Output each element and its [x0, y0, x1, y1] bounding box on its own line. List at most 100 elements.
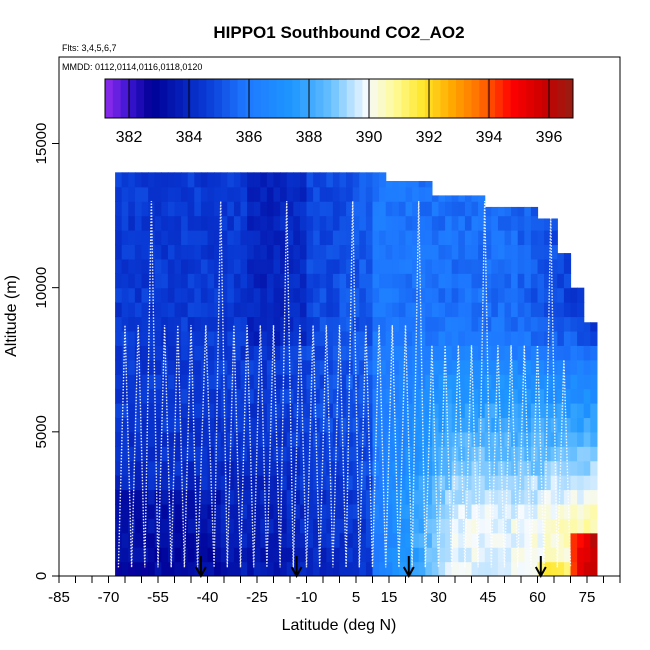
co2-cell [227, 374, 235, 390]
co2-cell [412, 186, 420, 202]
co2-cell [247, 316, 255, 332]
co2-cell [412, 403, 420, 419]
co2-cell [161, 532, 169, 548]
co2-cell [286, 446, 294, 462]
x-tick-label: -55 [147, 589, 169, 606]
co2-cell [266, 201, 275, 217]
co2-cell [306, 547, 314, 563]
co2-cell [517, 302, 525, 318]
co2-cell [511, 316, 519, 332]
co2-cell [497, 215, 506, 231]
co2-cell [537, 417, 545, 433]
co2-cell [451, 532, 459, 548]
co2-cell [425, 403, 433, 419]
co2-cell [286, 345, 294, 361]
co2-cell [550, 316, 558, 332]
co2-cell [372, 503, 380, 519]
co2-cell [154, 489, 162, 505]
co2-cell [359, 374, 367, 390]
colorbar-cell [307, 79, 317, 118]
co2-cell [471, 388, 479, 404]
co2-cell [194, 503, 202, 519]
co2-cell [128, 287, 136, 303]
co2-cell [524, 431, 532, 447]
co2-cell [504, 532, 512, 548]
co2-cell [326, 489, 334, 505]
co2-cell [207, 345, 215, 361]
co2-cell [385, 475, 393, 491]
co2-cell [253, 244, 261, 260]
co2-cell [577, 518, 585, 534]
co2-cell [286, 201, 294, 217]
co2-cell [385, 388, 393, 404]
co2-cell [200, 489, 209, 505]
co2-cell [359, 330, 367, 346]
co2-cell [339, 475, 347, 491]
co2-cell [504, 403, 512, 419]
co2-cell [247, 215, 255, 231]
co2-cell [148, 316, 156, 332]
co2-cell [537, 475, 545, 491]
co2-cell [154, 518, 162, 534]
co2-cell [260, 258, 268, 274]
co2-cell [491, 359, 499, 375]
co2-cell [385, 518, 393, 534]
co2-cell [458, 460, 466, 476]
co2-cell [491, 547, 499, 563]
colorbar-tick-label: 390 [356, 129, 383, 146]
co2-cell [293, 475, 301, 491]
co2-cell [326, 547, 334, 563]
co2-cell [385, 345, 393, 361]
co2-cell [293, 518, 301, 534]
co2-cell [544, 258, 552, 274]
co2-cell [273, 388, 281, 404]
co2-cell [121, 230, 129, 246]
co2-cell [379, 547, 387, 563]
colorbar-cell [471, 79, 480, 118]
co2-cell [372, 532, 380, 548]
co2-cell [359, 503, 367, 519]
co2-cell [563, 287, 572, 303]
co2-cell [511, 287, 519, 303]
co2-cell [115, 258, 123, 274]
co2-cell [332, 388, 341, 404]
co2-cell [280, 460, 288, 476]
co2-cell [544, 302, 552, 318]
co2-cell [517, 475, 525, 491]
co2-cell [352, 316, 360, 332]
co2-cell [458, 503, 466, 519]
co2-cell [504, 547, 512, 563]
co2-cell [497, 417, 506, 433]
co2-cell [293, 547, 301, 563]
co2-cell [412, 489, 420, 505]
co2-cell [458, 561, 466, 576]
co2-cell [266, 316, 275, 332]
co2-cell [346, 258, 354, 274]
colorbar-cell [510, 79, 519, 118]
colorbar-cell [167, 79, 176, 118]
co2-cell [352, 403, 360, 419]
co2-cell [385, 460, 393, 476]
colorbar-cell [534, 79, 543, 118]
co2-cell [286, 230, 294, 246]
co2-cell [306, 460, 314, 476]
co2-cell [583, 561, 591, 576]
co2-cell [187, 230, 195, 246]
co2-cell [266, 258, 275, 274]
co2-cell [497, 273, 506, 289]
co2-cell [227, 475, 235, 491]
co2-cell [313, 388, 321, 404]
co2-cell [240, 287, 248, 303]
co2-cell [220, 503, 228, 519]
co2-cell [326, 374, 334, 390]
co2-cell [326, 417, 334, 433]
co2-cell [154, 215, 162, 231]
co2-cell [530, 460, 539, 476]
co2-cell [425, 475, 433, 491]
co2-cell [530, 215, 539, 231]
co2-cell [392, 446, 400, 462]
co2-cell [379, 417, 387, 433]
co2-cell [128, 489, 136, 505]
co2-cell [438, 359, 446, 375]
co2-cell [557, 302, 565, 318]
